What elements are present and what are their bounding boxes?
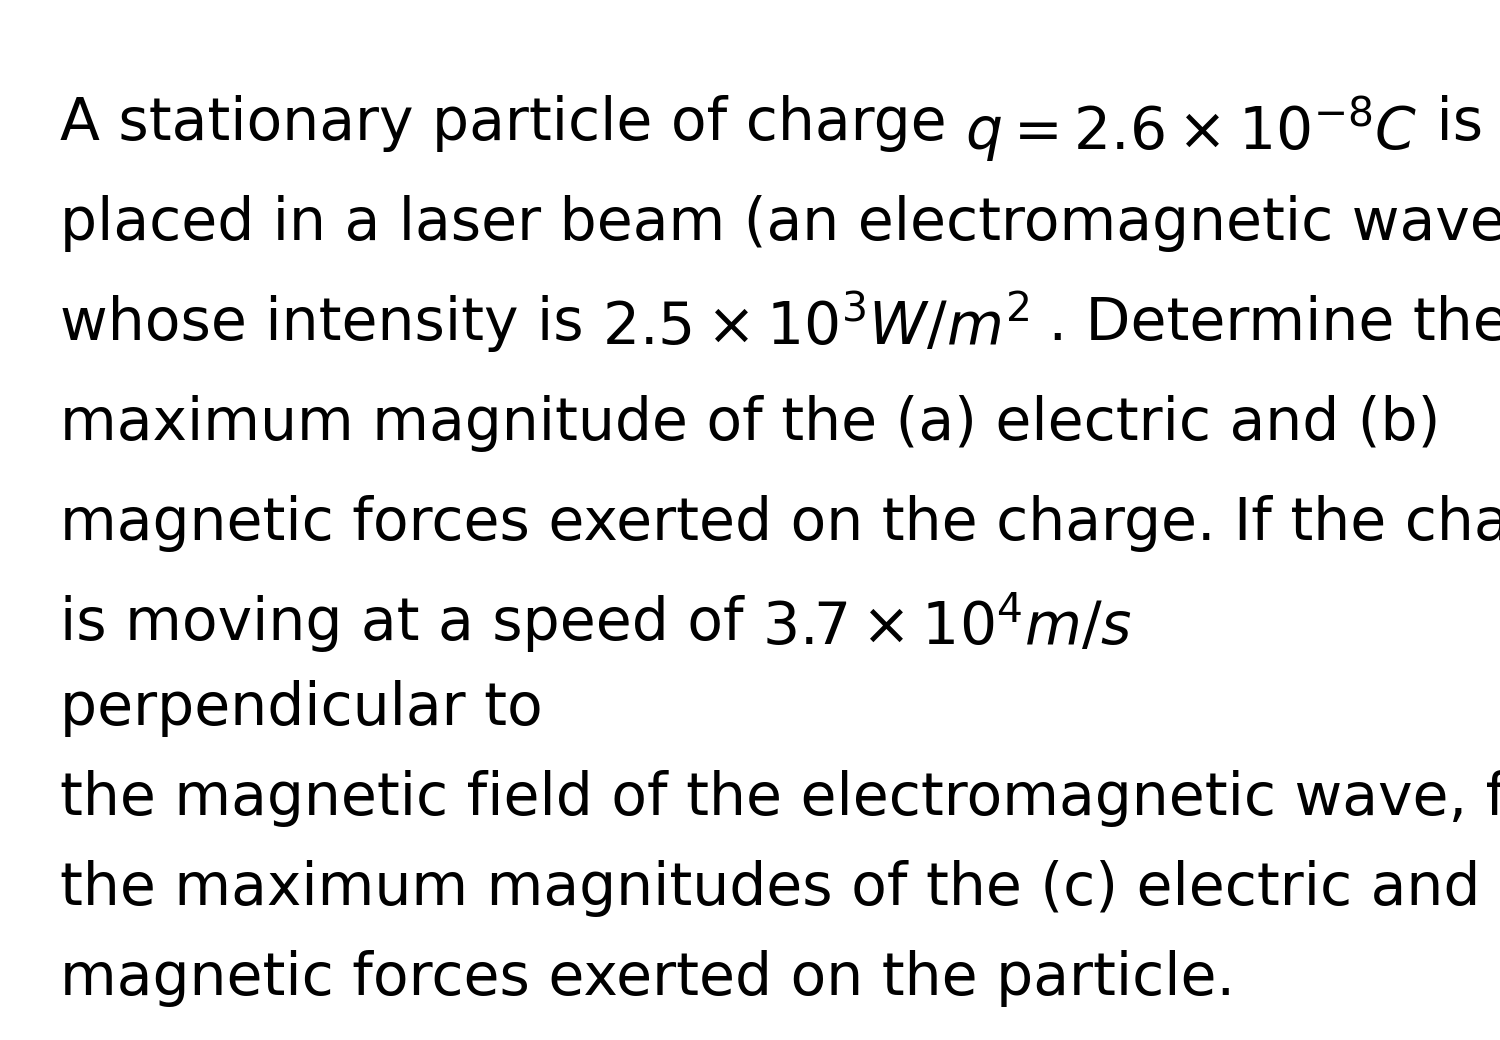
Text: A stationary particle of charge: A stationary particle of charge [60,95,964,152]
Text: whose intensity is: whose intensity is [60,295,602,352]
Text: $q = 2.6 \times 10^{-8}C$: $q = 2.6 \times 10^{-8}C$ [964,95,1418,164]
Text: perpendicular to: perpendicular to [60,680,543,737]
Text: magnetic forces exerted on the charge. If the charge: magnetic forces exerted on the charge. I… [60,495,1500,552]
Text: placed in a laser beam (an electromagnetic wave): placed in a laser beam (an electromagnet… [60,196,1500,252]
Text: magnetic forces exerted on the particle.: magnetic forces exerted on the particle. [60,950,1234,1007]
Text: the magnetic field of the electromagnetic wave, find: the magnetic field of the electromagneti… [60,770,1500,827]
Text: the maximum magnitudes of the (c) electric and (d): the maximum magnitudes of the (c) electr… [60,860,1500,917]
Text: $3.7 \times 10^{4}m/s$: $3.7 \times 10^{4}m/s$ [762,595,1132,656]
Text: is: is [1418,95,1482,152]
Text: is moving at a speed of: is moving at a speed of [60,595,762,652]
Text: $2.5 \times 10^{3}W/m^{2}$: $2.5 \times 10^{3}W/m^{2}$ [602,295,1030,357]
Text: . Determine the: . Determine the [1030,295,1500,352]
Text: maximum magnitude of the (a) electric and (b): maximum magnitude of the (a) electric an… [60,395,1440,452]
